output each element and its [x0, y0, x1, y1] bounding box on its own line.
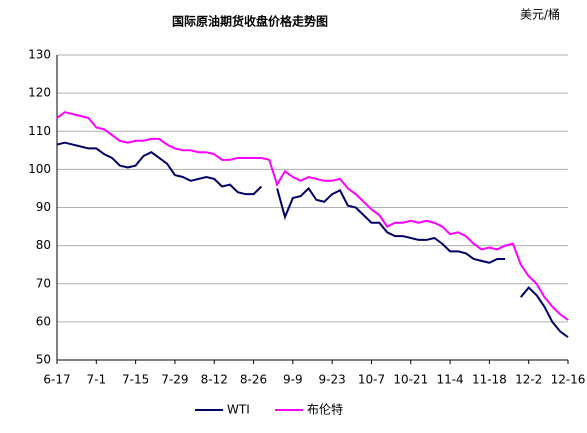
- legend-label: 布伦特: [307, 402, 343, 417]
- x-tick-label: 8-12: [201, 373, 228, 387]
- x-tick-label: 10-21: [393, 373, 428, 387]
- x-tick-label: 11-4: [436, 373, 463, 387]
- x-tick-label: 7-1: [87, 373, 107, 387]
- series-line: [56, 141, 569, 338]
- y-tick-label: 60: [36, 314, 51, 328]
- x-tick-label: 8-26: [240, 373, 267, 387]
- y-tick-label: 100: [28, 162, 51, 176]
- x-tick-label: 10-7: [358, 373, 385, 387]
- series-line: [56, 111, 569, 321]
- x-tick-label: 9-23: [319, 373, 346, 387]
- x-tick-label: 12-16: [551, 373, 586, 387]
- unit-label: 美元/桶: [520, 7, 560, 22]
- y-tick-label: 70: [36, 276, 51, 290]
- chart-title: 国际原油期货收盘价格走势图: [172, 14, 328, 29]
- x-tick-label: 9-9: [283, 373, 303, 387]
- x-tick-label: 11-18: [472, 373, 507, 387]
- y-tick-label: 130: [28, 48, 51, 62]
- x-tick-label: 6-17: [43, 373, 70, 387]
- x-tick-label: 7-29: [161, 373, 188, 387]
- y-tick-label: 50: [36, 353, 51, 367]
- y-tick-label: 80: [36, 238, 51, 252]
- y-tick-label: 90: [36, 200, 51, 214]
- y-tick-label: 110: [28, 124, 51, 138]
- y-tick-label: 120: [28, 86, 51, 100]
- legend-label: WTI: [227, 403, 250, 417]
- x-tick-label: 7-15: [122, 373, 149, 387]
- x-tick-label: 12-2: [515, 373, 542, 387]
